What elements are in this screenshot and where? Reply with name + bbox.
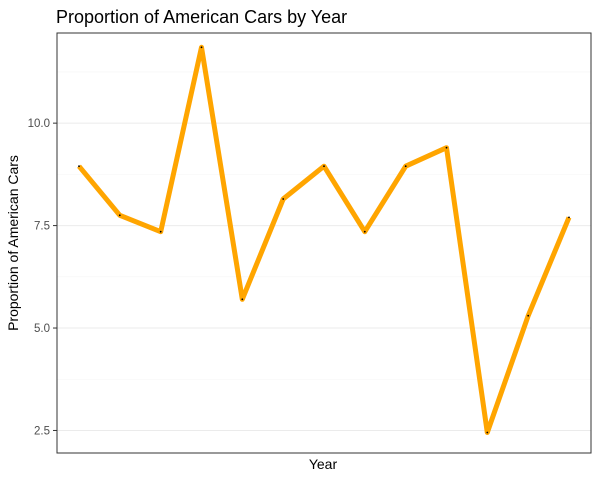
- data-point: [363, 230, 366, 233]
- series-layer: [77, 44, 572, 435]
- x-axis-label: Year: [309, 456, 338, 472]
- data-point: [568, 216, 570, 219]
- y-tick-label: 2.5: [34, 425, 50, 437]
- data-point: [323, 165, 325, 168]
- y-tick-label: 7.5: [34, 221, 50, 233]
- y-axis-ticks: 2.5 5.0 7.5 10.0: [28, 118, 57, 437]
- y-axis-label: Proportion of American Cars: [5, 155, 21, 331]
- y-tick-label: 5.0: [34, 323, 50, 335]
- data-point: [241, 298, 244, 301]
- data-point: [118, 214, 121, 217]
- data-point: [527, 314, 530, 317]
- data-point: [200, 46, 203, 49]
- data-point: [404, 165, 407, 168]
- data-point: [445, 146, 448, 149]
- grid-lines: [57, 71, 591, 431]
- chart-title: Proportion of American Cars by Year: [56, 7, 347, 27]
- data-point: [486, 431, 489, 434]
- data-point: [78, 165, 80, 168]
- plot-panel-border: [56, 32, 592, 454]
- data-point: [159, 230, 162, 233]
- y-tick-label: 10.0: [28, 118, 50, 130]
- data-point: [282, 198, 285, 200]
